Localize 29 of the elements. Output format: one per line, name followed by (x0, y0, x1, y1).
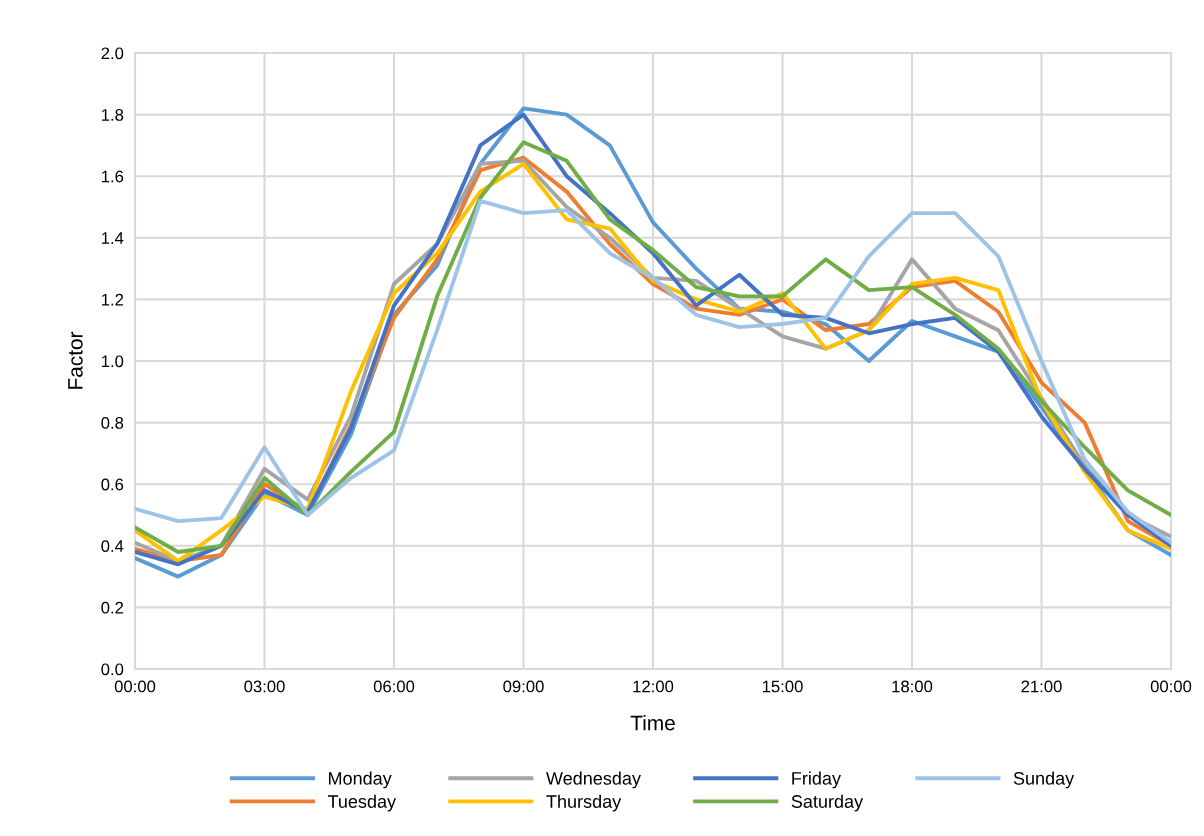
x-tick-label: 00:00 (114, 680, 156, 693)
y-tick-label: 0.6 (101, 478, 124, 491)
y-tick-label: 1.0 (101, 355, 124, 368)
legend-label: Monday (328, 771, 392, 789)
y-tick-label: 0.2 (101, 601, 124, 614)
y-tick-label: 0.8 (101, 417, 124, 429)
y-tick-label: 1.6 (101, 170, 124, 183)
legend-label: Wednesday (546, 771, 641, 789)
y-tick-label: 0.0 (101, 663, 124, 676)
x-tick-label: 03:00 (244, 680, 285, 693)
y-tick-label: 1.4 (101, 232, 124, 244)
y-tick-label: 0.4 (101, 540, 124, 552)
x-tick-label: 09:00 (503, 680, 544, 693)
y-tick-label: 1.2 (101, 293, 124, 306)
x-axis-title: Time (630, 715, 675, 731)
legend-label: Thursday (546, 794, 622, 812)
legend-label: Saturday (791, 794, 864, 812)
y-tick-label: 2.0 (101, 47, 124, 60)
x-tick-label: 21:00 (1021, 680, 1062, 693)
x-tick-label: 06:00 (373, 680, 415, 693)
y-tick-label: 1.8 (101, 109, 124, 121)
legend-label: Friday (792, 771, 841, 789)
x-tick-label: 18:00 (892, 680, 933, 693)
x-tick-label: 00:00 (1150, 680, 1192, 693)
x-tick-label: 12:00 (633, 680, 674, 693)
legend-label: Tuesday (327, 794, 397, 812)
legend-label: Sunday (1013, 771, 1075, 789)
y-axis-title: Factor (68, 331, 83, 389)
x-tick-label: 15:00 (762, 680, 803, 693)
